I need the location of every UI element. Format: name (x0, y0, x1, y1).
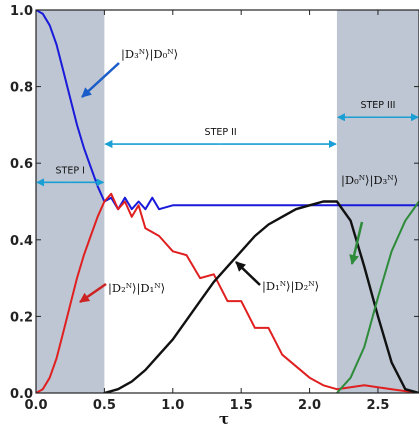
step-label-2: STEP III (360, 100, 395, 111)
x-tick-label: 1.0 (161, 398, 184, 413)
series-line-0 (36, 10, 419, 211)
y-tick-label: 1.0 (10, 4, 33, 19)
annotation-arrow-d0d3-green (349, 221, 364, 265)
y-tick-label: 0.2 (10, 310, 33, 325)
annotation-arrow-d3d0 (81, 62, 120, 98)
x-tick-label: 0.5 (93, 398, 116, 413)
step-label-0: STEP I (56, 165, 85, 176)
annotation-arrow-d1d2 (235, 261, 261, 286)
x-tick-label: 2.5 (366, 398, 389, 413)
y-tick-label: 0.4 (10, 234, 33, 249)
state-annotations: |D₃ᴺ⟩|D₀ᴺ⟩ |D₂ᴺ⟩|D₁ᴺ⟩ |D₁ᴺ⟩|D₂ᴺ⟩ |D₀ᴺ⟩|D… (79, 47, 398, 304)
label-d2-d1: |D₂ᴺ⟩|D₁ᴺ⟩ (108, 281, 165, 296)
y-tick-label: 0.8 (10, 81, 33, 96)
y-tick-label: 0.0 (10, 387, 33, 402)
x-tick-label: 1.5 (230, 398, 253, 413)
y-tick-label: 0.6 (10, 157, 33, 172)
shaded-region-0 (36, 10, 105, 393)
series-lines (36, 10, 419, 393)
series-line-1 (36, 192, 419, 393)
x-tick-label: 2.0 (298, 398, 321, 413)
x-axis-label: τ (219, 410, 229, 428)
series-line-3 (335, 200, 419, 393)
x-tick-label: 0.0 (24, 398, 47, 413)
step-markers: STEP I STEP II STEP III (36, 100, 419, 187)
label-d0-d3: |D₀ᴺ⟩|D₃ᴺ⟩ (341, 173, 398, 188)
shaded-regions (36, 10, 419, 393)
plot-frame (35, 9, 419, 394)
label-d1-d2: |D₁ᴺ⟩|D₂ᴺ⟩ (262, 279, 319, 294)
annotation-arrow-d2d1 (79, 282, 107, 304)
step-label-1: STEP II (205, 127, 237, 138)
series-line-2 (103, 200, 419, 393)
axes (35, 9, 419, 394)
label-d3-d0: |D₃ᴺ⟩|D₀ᴺ⟩ (121, 47, 178, 62)
shaded-region-1 (336, 10, 419, 393)
tick-labels: 0.0 0.5 1.0 1.5 2.0 2.5 0.0 0.2 0.4 0.6 0.8 1.0 (10, 4, 390, 413)
